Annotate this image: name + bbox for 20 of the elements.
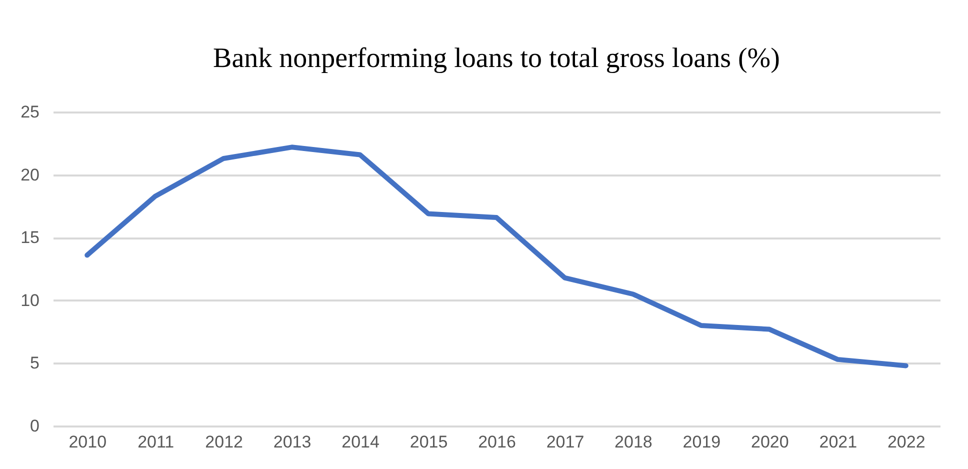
x-tick-label: 2022: [887, 432, 926, 452]
x-tick-label: 2018: [614, 432, 652, 452]
x-tick-label: 2021: [819, 432, 858, 452]
y-tick-label: 0: [30, 416, 40, 436]
chart-title: Bank nonperforming loans to total gross loans (%): [213, 43, 780, 74]
y-tick-label: 20: [20, 165, 40, 184]
y-tick-label: 5: [30, 354, 40, 373]
x-tick-label: 2010: [68, 432, 107, 452]
y-tick-label: 10: [20, 290, 40, 310]
x-tick-label: 2012: [205, 432, 243, 452]
x-tick-label: 2013: [273, 432, 312, 452]
x-tick-label: 2016: [478, 432, 516, 452]
x-tick-label: 2015: [410, 432, 448, 452]
x-tick-label: 2019: [682, 432, 721, 452]
x-tick-label: 2011: [138, 432, 174, 452]
y-tick-label: 25: [20, 102, 40, 122]
x-tick-label: 2014: [342, 432, 380, 452]
y-tick-label: 15: [20, 228, 40, 248]
x-tick-label: 2020: [751, 432, 789, 452]
x-tick-label: 2017: [546, 432, 584, 452]
